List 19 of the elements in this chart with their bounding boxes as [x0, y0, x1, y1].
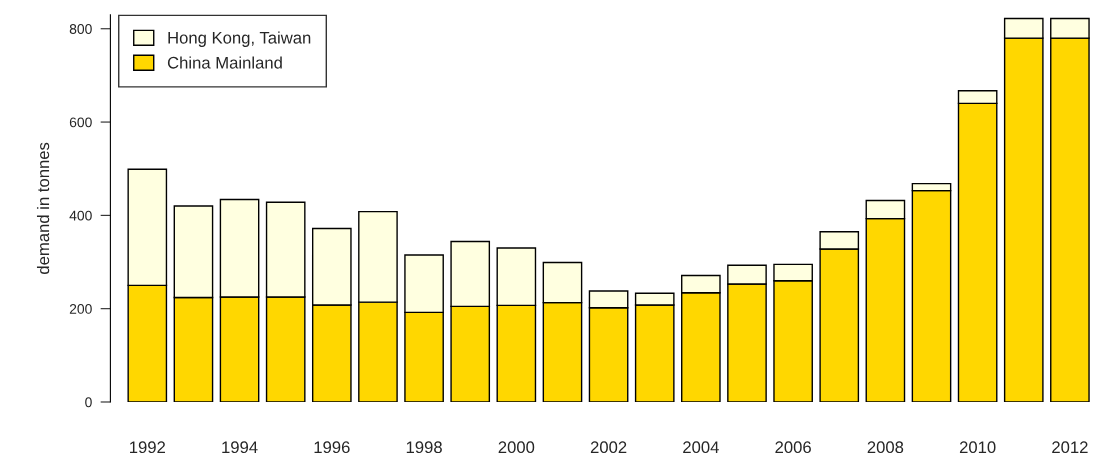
x-tick-label: 1994	[222, 441, 258, 454]
x-tick-label: 2010	[959, 441, 996, 454]
y-tick-label: 200	[69, 304, 92, 314]
y-tick-label: 400	[69, 210, 92, 221]
y-tick-label: 600	[69, 117, 92, 128]
x-tick-label: 2006	[775, 441, 811, 454]
legend-label: Hong Kong, Taiwan	[168, 31, 311, 47]
x-tick-label: 1998	[406, 441, 442, 454]
x-tick-label: 2012	[1052, 441, 1088, 454]
y-tick-label: 0	[85, 397, 92, 408]
y-tick-label: 800	[69, 24, 92, 34]
x-tick-label: 2008	[867, 441, 904, 454]
x-tick-label: 2002	[590, 441, 627, 454]
x-tick-label: 1992	[130, 441, 166, 454]
x-tick-label: 2000	[498, 441, 535, 454]
x-tick-label: 1996	[314, 441, 350, 454]
y-axis-title: demand in tonnes	[36, 142, 50, 274]
legend-label: China Mainland	[167, 56, 282, 69]
x-tick-label: 2004	[683, 441, 719, 454]
